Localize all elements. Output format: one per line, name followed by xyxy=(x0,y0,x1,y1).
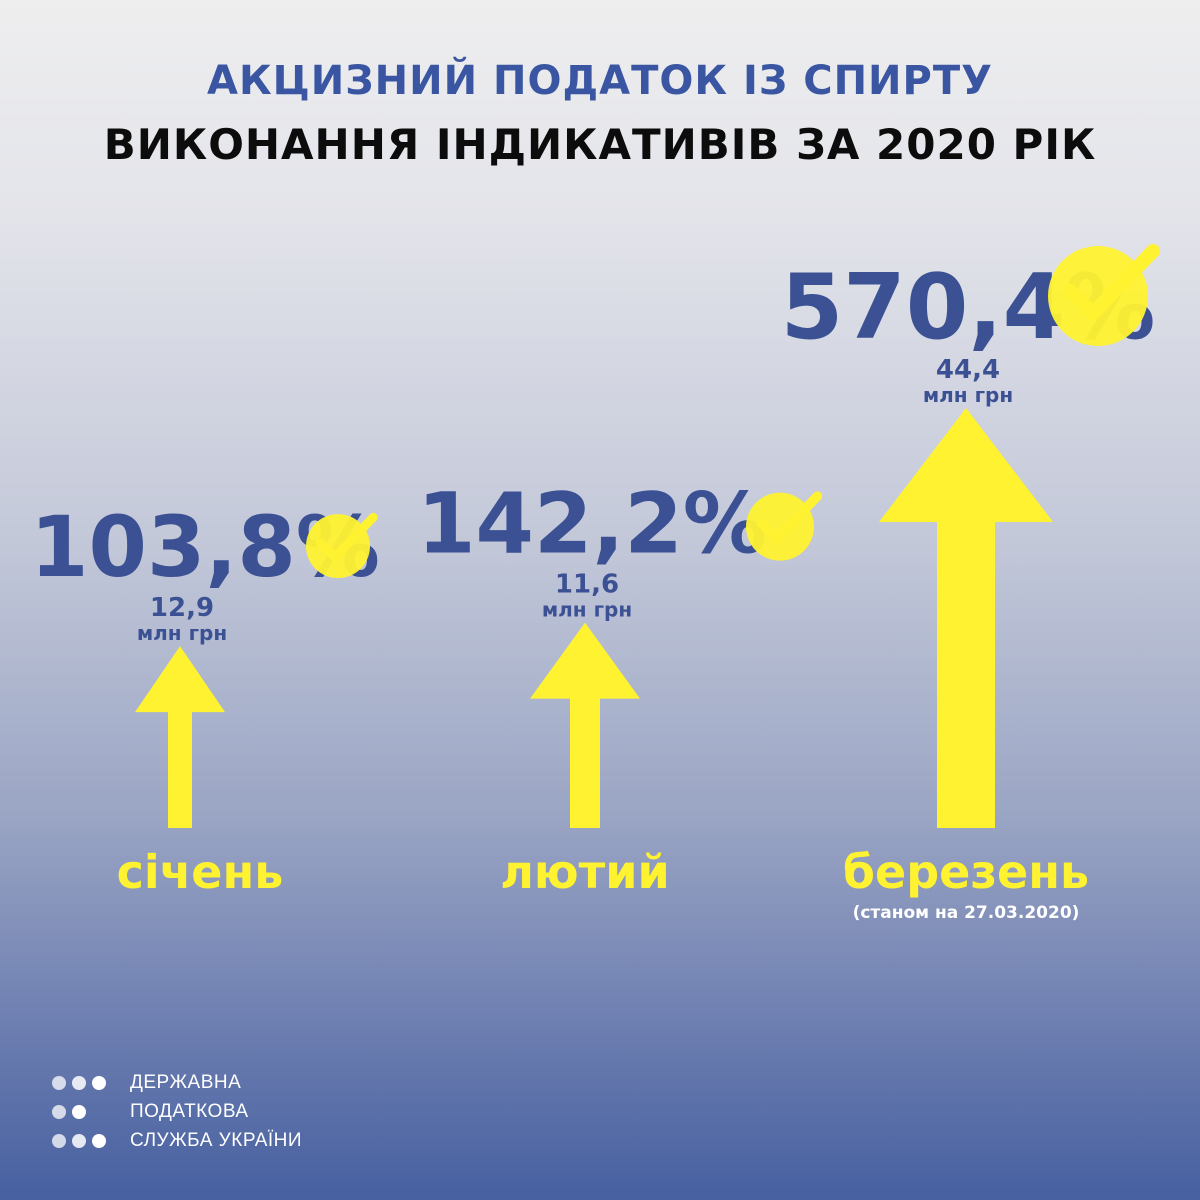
amount-value-label: 44,4 xyxy=(936,355,1000,385)
bar-arrow-2 xyxy=(530,622,640,828)
bar-arrow-3 xyxy=(879,408,1053,828)
logo: ДЕРЖАВНА ПОДАТКОВА СЛУЖБА УКРАЇНИ xyxy=(52,1068,372,1158)
logo-text: ДЕРЖАВНА ПОДАТКОВА СЛУЖБА УКРАЇНИ xyxy=(130,1068,302,1155)
checkmark-icon xyxy=(315,512,378,562)
checkmark-icon xyxy=(1063,244,1160,321)
category-label: січень xyxy=(117,845,284,899)
logo-line: ДЕРЖАВНА xyxy=(130,1072,242,1093)
checkmark-icon xyxy=(756,491,823,544)
logo-line: ПОДАТКОВА xyxy=(130,1101,249,1122)
percent-label: 142,2% xyxy=(417,475,767,573)
logo-dots-icon xyxy=(52,1068,122,1158)
page-title: АКЦИЗНИЙ ПОДАТОК ІЗ СПИРТУ xyxy=(207,58,993,104)
amount-unit-label: млн грн xyxy=(542,598,632,622)
page-subtitle: ВИКОНАННЯ ІНДИКАТИВІВ ЗА 2020 РІК xyxy=(103,120,1097,169)
check-circle-icon xyxy=(746,492,814,561)
check-circle-icon xyxy=(306,514,370,579)
amount-value-label: 11,6 xyxy=(555,570,619,600)
category-label: лютий xyxy=(500,845,670,899)
amount-unit-label: млн грн xyxy=(137,621,227,645)
amount-unit-label: млн грн xyxy=(923,383,1013,407)
logo-line: СЛУЖБА УКРАЇНИ xyxy=(130,1130,303,1151)
bar-arrow-1 xyxy=(135,646,225,828)
category-label: березень xyxy=(843,845,1089,899)
category-note: (станом на 27.03.2020) xyxy=(853,903,1080,923)
check-circle-icon xyxy=(1048,246,1148,346)
amount-value-label: 12,9 xyxy=(150,593,214,623)
